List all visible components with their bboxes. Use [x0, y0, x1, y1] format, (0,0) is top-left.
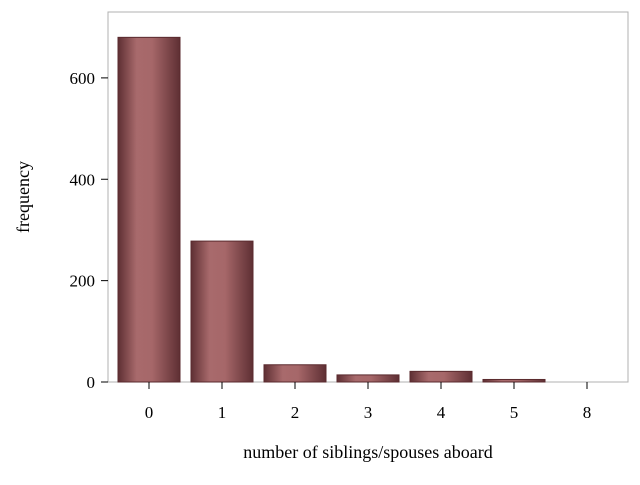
bar-3 [336, 374, 400, 383]
y-tick-label-400: 400 [70, 170, 96, 189]
y-tick-label-0: 0 [87, 373, 96, 392]
bar-1 [190, 240, 254, 383]
y-tick-label-200: 200 [70, 272, 96, 291]
x-tick-label-2: 2 [291, 403, 300, 422]
bar-4 [409, 370, 473, 383]
x-tick-label-5: 5 [510, 403, 519, 422]
bar-5 [482, 378, 546, 383]
x-tick-label-3: 3 [364, 403, 373, 422]
bar-0 [117, 36, 181, 383]
bars-group [117, 36, 546, 383]
x-tick-label-0: 0 [145, 403, 154, 422]
y-axis-title: frequency [13, 161, 33, 233]
x-tick-label-4: 4 [437, 403, 446, 422]
y-tick-label-600: 600 [70, 69, 96, 88]
x-tick-label-1: 1 [218, 403, 227, 422]
bar-2 [263, 364, 327, 383]
x-axis-title: number of siblings/spouses aboard [243, 442, 492, 462]
x-axis: 0 1 2 3 4 5 8 [145, 382, 592, 422]
x-tick-label-8: 8 [583, 403, 592, 422]
y-axis: 0 200 400 600 [70, 69, 108, 392]
plot-frame [107, 11, 629, 383]
